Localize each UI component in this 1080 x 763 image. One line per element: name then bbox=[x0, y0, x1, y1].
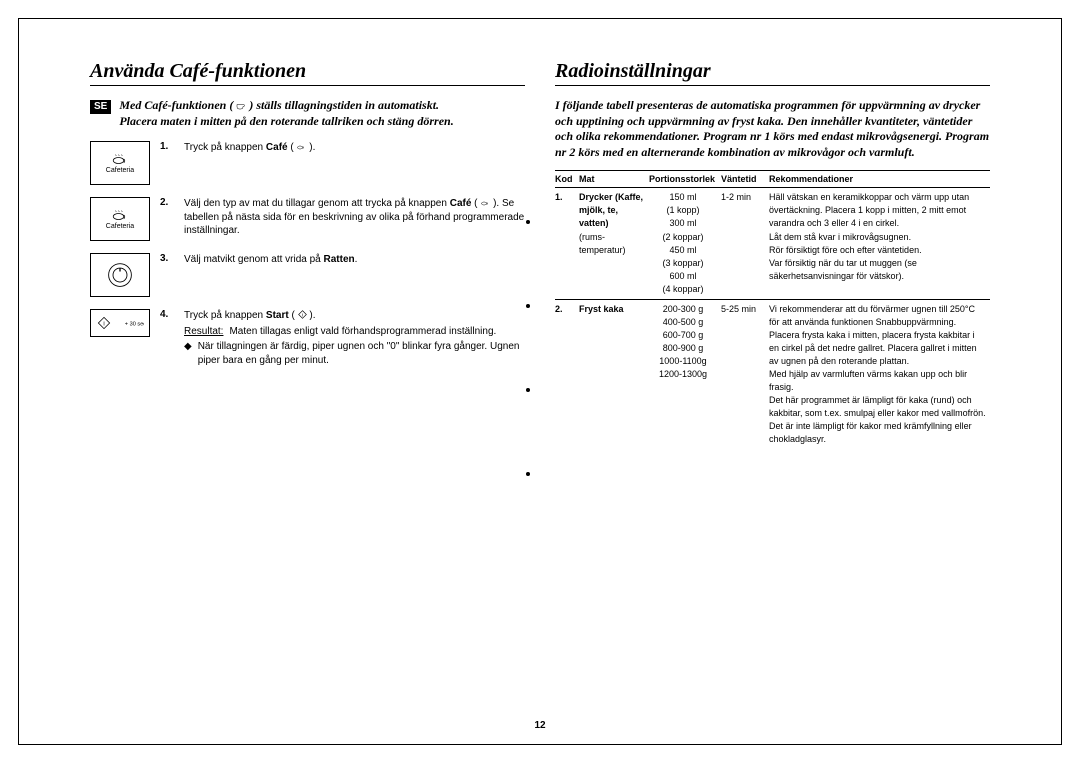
result-label: Resultat: bbox=[184, 325, 223, 339]
start-30-label: + 30 sec bbox=[125, 322, 144, 328]
dial-icon bbox=[90, 253, 150, 297]
table-row: 2.Fryst kaka200-300 g400-500 g600-700 g8… bbox=[555, 299, 990, 449]
left-column: Använda Café-funktionen SE Med Café-funk… bbox=[90, 60, 525, 449]
step-text: Välj den typ av mat du tillagar genom at… bbox=[184, 197, 525, 238]
step-1: Cafeteria 1. Tryck på knappen Café ( ). bbox=[90, 141, 525, 185]
col-portion: Portionsstorlek bbox=[649, 171, 721, 188]
step-number: 3. bbox=[160, 253, 174, 264]
left-intro: Med Café-funktionen ( ) ställs tillagnin… bbox=[119, 98, 453, 129]
step-4: I + 30 sec 4. Tryck på knappen Start ( I… bbox=[90, 309, 525, 367]
right-column: Radioinställningar I följande tabell pre… bbox=[555, 60, 990, 449]
step-2: Cafeteria 2. Välj den typ av mat du till… bbox=[90, 197, 525, 241]
col-vantetid: Väntetid bbox=[721, 171, 769, 188]
right-heading: Radioinställningar bbox=[555, 60, 990, 86]
diamond-text: När tillagningen är färdig, piper ugnen … bbox=[198, 340, 525, 367]
step-text: Välj matvikt genom att vrida på Ratten. bbox=[184, 253, 357, 267]
cup-icon bbox=[296, 143, 306, 151]
col-mat: Mat bbox=[579, 171, 649, 188]
step-3: 3. Välj matvikt genom att vrida på Ratte… bbox=[90, 253, 525, 297]
result-text: Maten tillagas enligt vald förhandsprogr… bbox=[229, 325, 496, 339]
cup-icon bbox=[236, 102, 246, 110]
table-row: 1.Drycker (Kaffe, mjölk, te, vatten)(rum… bbox=[555, 188, 990, 299]
programs-table: Kod Mat Portionsstorlek Väntetid Rekomme… bbox=[555, 170, 990, 449]
svg-text:I: I bbox=[103, 322, 105, 328]
col-kod: Kod bbox=[555, 171, 579, 188]
diamond-bullet: ◆ bbox=[184, 340, 192, 367]
right-intro: I följande tabell presenteras de automat… bbox=[555, 98, 990, 160]
step-number: 4. bbox=[160, 309, 174, 320]
page-number: 12 bbox=[534, 720, 545, 731]
col-rek: Rekommendationer bbox=[769, 171, 990, 188]
step-number: 1. bbox=[160, 141, 174, 152]
step-text: Tryck på knappen Café ( ). bbox=[184, 141, 315, 155]
step-number: 2. bbox=[160, 197, 174, 208]
cup-icon bbox=[480, 199, 490, 207]
start-button-icon: I + 30 sec bbox=[90, 309, 150, 337]
cafe-button-icon: Cafeteria bbox=[90, 197, 150, 241]
step-text: Tryck på knappen Start ( I ). Resultat: … bbox=[184, 309, 525, 367]
start-icon: I bbox=[298, 310, 307, 319]
locale-badge: SE bbox=[90, 100, 111, 114]
left-heading: Använda Café-funktionen bbox=[90, 60, 525, 86]
svg-text:I: I bbox=[301, 313, 302, 318]
cafe-button-icon: Cafeteria bbox=[90, 141, 150, 185]
